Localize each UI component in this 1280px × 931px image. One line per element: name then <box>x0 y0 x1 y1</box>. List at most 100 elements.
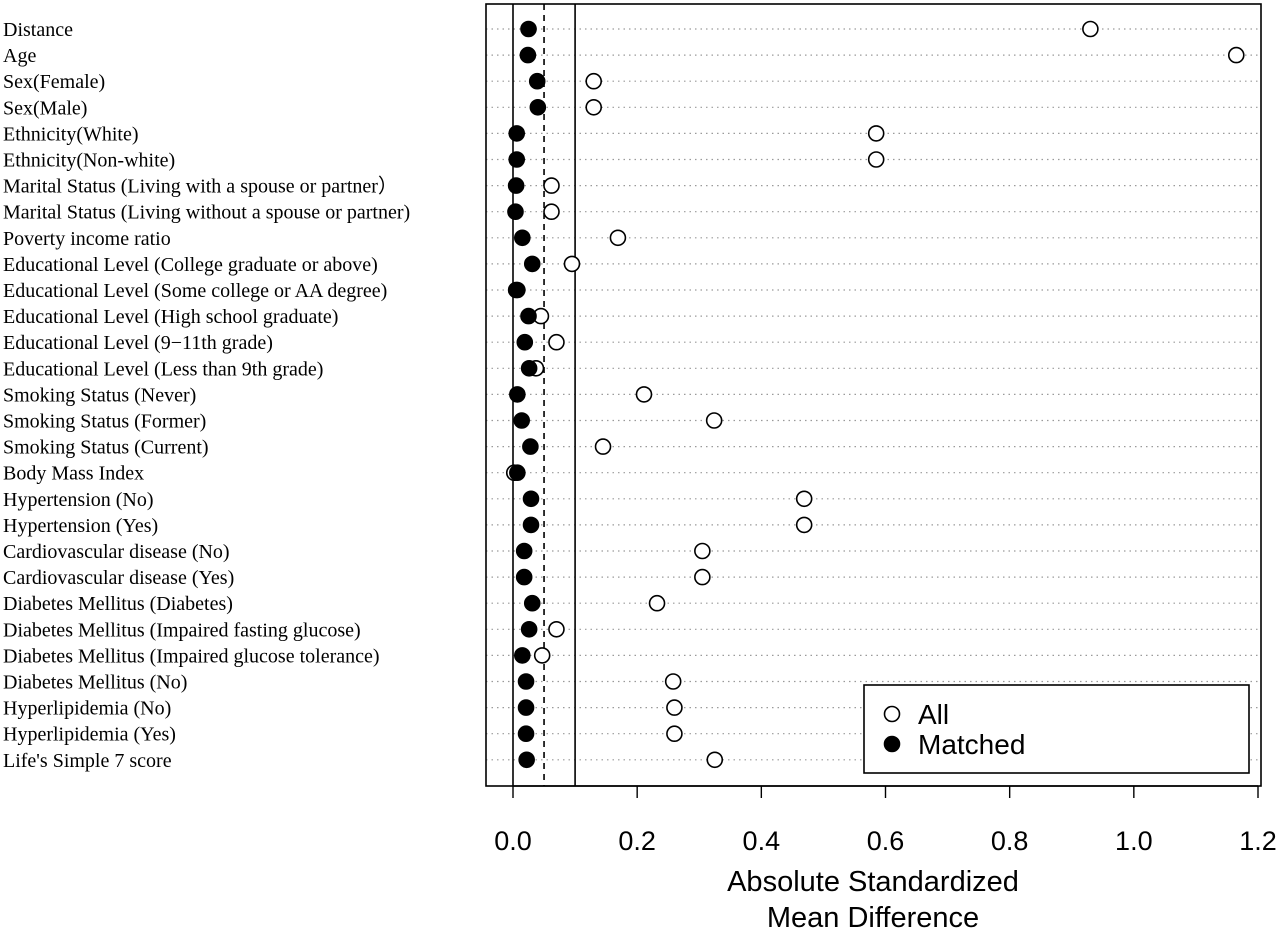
x-tick-label: 0.0 <box>494 826 532 856</box>
matched-point <box>520 620 538 638</box>
legend-all-label: All <box>918 699 949 730</box>
all-point <box>867 125 885 142</box>
x-tick-label: 0.8 <box>991 826 1029 856</box>
category-label: Cardiovascular disease (No) <box>3 541 230 563</box>
all-point <box>705 412 723 429</box>
all-point <box>867 151 885 168</box>
matched-point <box>523 594 541 612</box>
all-point <box>795 490 813 508</box>
x-tick-label: 0.6 <box>867 826 905 856</box>
matched-point <box>523 255 541 273</box>
category-label: Marital Status (Living with a spouse or … <box>3 175 398 198</box>
category-labels: Distance Age Sex(Female) Sex(Male) Ethnicity… <box>3 19 410 772</box>
all-point <box>594 438 612 455</box>
matched-point <box>509 281 526 299</box>
x-axis: 0.0 0.2 0.4 0.6 0.8 1.0 1.2 <box>494 785 1277 856</box>
all-point <box>795 516 813 534</box>
category-label: Diabetes Mellitus (Diabetes) <box>3 593 233 615</box>
matched-point <box>515 542 533 560</box>
category-label: Educational Level (College graduate or a… <box>3 254 378 276</box>
legend-matched-marker <box>883 735 901 753</box>
x-tick-label: 0.2 <box>618 826 656 856</box>
matched-point <box>520 307 537 325</box>
category-label: Hypertension (Yes) <box>3 515 158 537</box>
category-label: Life's Simple 7 score <box>3 750 172 772</box>
category-label: Hyperlipidemia (Yes) <box>3 724 176 746</box>
category-label: Smoking Status (Never) <box>3 384 196 406</box>
matched-point <box>509 464 526 482</box>
matched-point <box>507 203 524 220</box>
category-label: Smoking Status (Current) <box>3 437 209 459</box>
matched-point <box>508 125 526 142</box>
matched-point <box>522 516 540 534</box>
legend-box <box>863 684 1250 774</box>
matched-point <box>519 46 537 64</box>
category-label: Cardiovascular disease (Yes) <box>3 567 234 589</box>
category-label: Ethnicity(White) <box>3 123 139 145</box>
matched-point <box>522 438 539 455</box>
matched-point <box>508 151 526 168</box>
data-points <box>505 20 1245 769</box>
matched-point <box>517 725 535 743</box>
category-label: Body Mass Index <box>3 463 144 485</box>
legend: All Matched <box>863 684 1250 774</box>
category-label: Educational Level (Some college or AA de… <box>3 280 387 302</box>
matched-point <box>507 177 525 194</box>
category-label: Diabetes Mellitus (Impaired glucose tole… <box>3 645 380 667</box>
legend-all-marker <box>883 705 901 723</box>
category-label: Educational Level (9−11th grade) <box>3 332 273 354</box>
category-label: Marital Status (Living without a spouse … <box>3 202 410 224</box>
all-point <box>548 333 565 351</box>
matched-point <box>520 20 537 38</box>
all-point <box>666 725 683 743</box>
category-label: Distance <box>3 19 73 41</box>
matched-point <box>528 72 546 90</box>
x-axis-title-line2: Mean Difference <box>767 902 979 931</box>
category-label: Hyperlipidemia (No) <box>3 698 171 720</box>
matched-point <box>514 229 531 247</box>
category-label: Ethnicity(Non-white) <box>3 150 175 172</box>
all-point <box>543 203 560 220</box>
matched-point <box>520 359 538 377</box>
matched-point <box>509 386 526 403</box>
x-axis-title-line1: Absolute Standardized <box>727 866 1019 898</box>
matched-point <box>517 673 535 690</box>
all-point <box>635 386 653 403</box>
all-point <box>664 673 682 690</box>
all-point <box>585 72 603 90</box>
category-label: Educational Level (High school graduate) <box>3 306 338 328</box>
all-point <box>694 568 711 586</box>
all-point <box>648 594 666 612</box>
x-tick-label: 0.4 <box>743 826 781 856</box>
all-point <box>543 177 560 194</box>
legend-matched-label: Matched <box>918 729 1025 760</box>
category-label: Poverty income ratio <box>3 228 171 250</box>
all-point <box>609 229 627 247</box>
matched-point <box>514 647 531 664</box>
all-point <box>548 620 565 638</box>
x-tick-label: 1.0 <box>1115 826 1153 856</box>
all-point <box>1227 46 1245 64</box>
all-point <box>694 542 711 560</box>
x-tick-label: 1.2 <box>1239 826 1277 856</box>
all-point <box>706 751 724 769</box>
category-label: Diabetes Mellitus (Impaired fasting gluc… <box>3 619 361 641</box>
category-label: Sex(Male) <box>3 97 87 119</box>
category-label: Age <box>3 45 36 67</box>
category-label: Educational Level (Less than 9th grade) <box>3 358 323 380</box>
all-point <box>585 99 603 116</box>
all-point <box>666 699 683 716</box>
all-point <box>1082 20 1099 38</box>
matched-point <box>513 412 530 429</box>
matched-point <box>516 333 534 351</box>
all-point <box>563 255 581 273</box>
all-point <box>533 647 551 664</box>
category-label: Sex(Female) <box>3 71 105 93</box>
category-label: Smoking Status (Former) <box>3 411 206 433</box>
category-label: Diabetes Mellitus (No) <box>3 672 187 694</box>
category-label: Hypertension (No) <box>3 489 154 511</box>
matched-point <box>529 99 547 116</box>
matched-point <box>517 699 535 716</box>
matched-point <box>522 490 540 508</box>
